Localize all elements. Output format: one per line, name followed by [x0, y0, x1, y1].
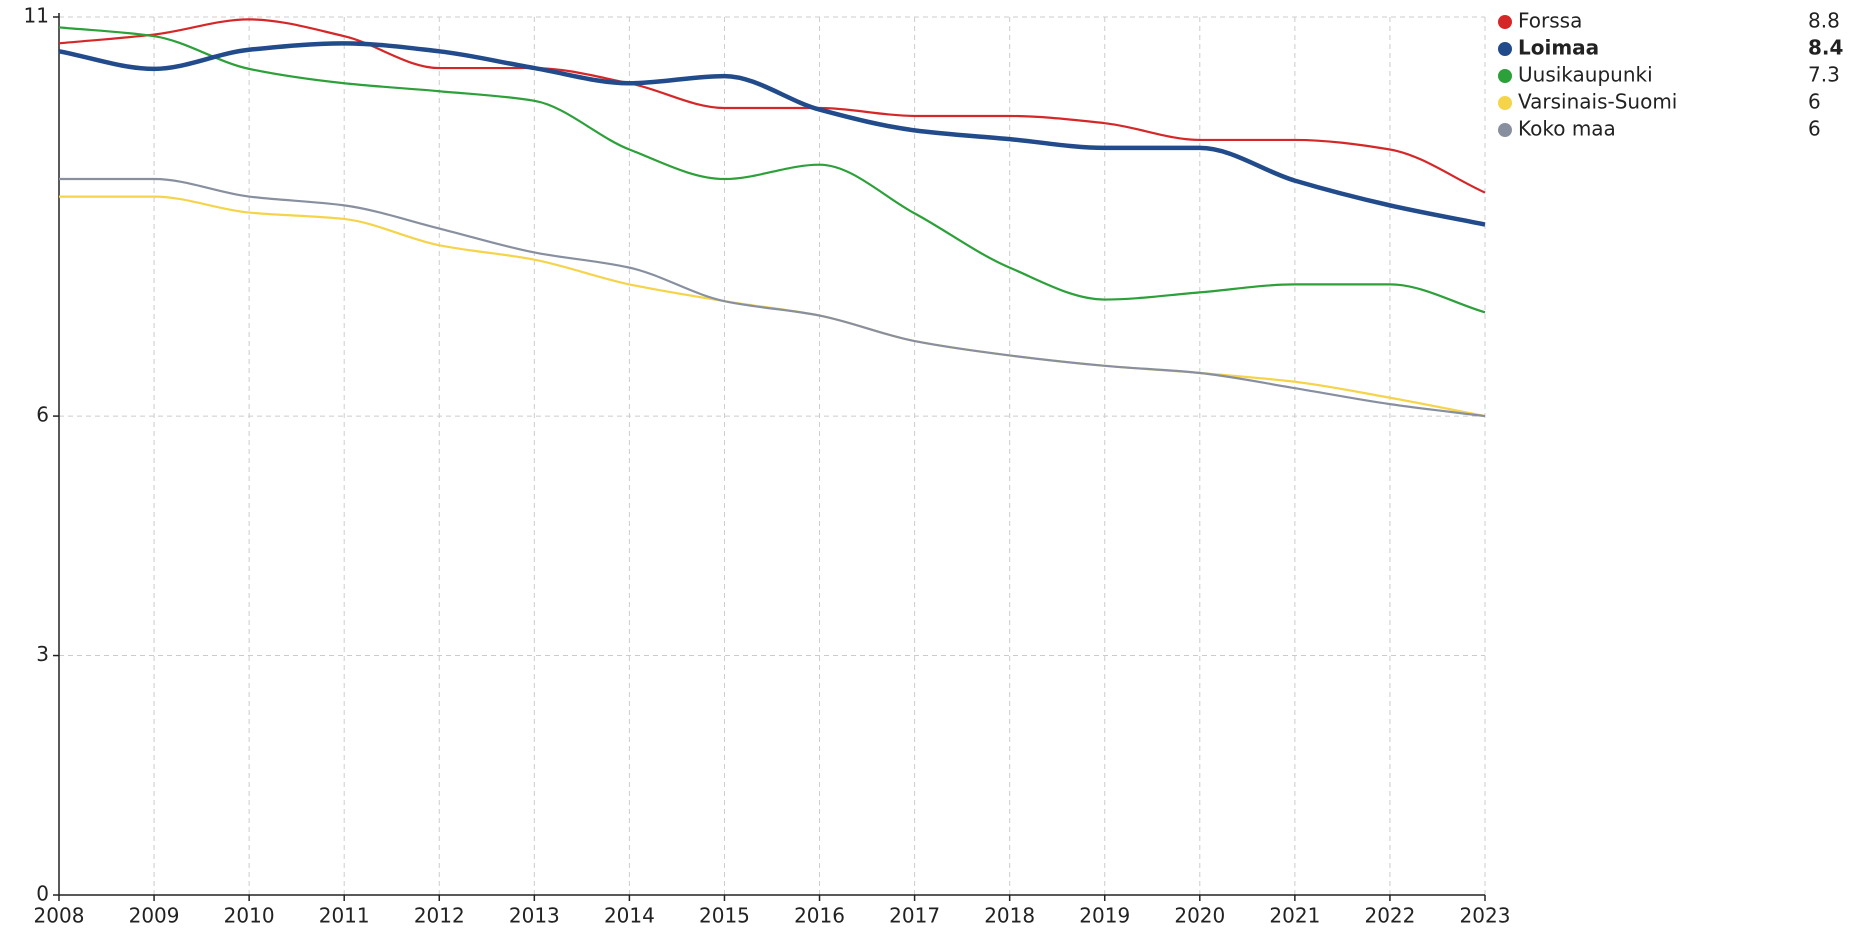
legend-label: Varsinais-Suomi	[1518, 90, 1677, 114]
x-tick-label: 2013	[509, 904, 560, 928]
legend-value: 8.8	[1808, 9, 1840, 33]
series-line	[58, 41, 1486, 227]
x-tick-label: 2017	[889, 904, 940, 928]
x-tick-label: 2021	[1269, 904, 1320, 928]
x-tick-label: 2009	[129, 904, 180, 928]
x-tick-label: 2010	[224, 904, 275, 928]
x-tick-label: 2012	[414, 904, 465, 928]
x-tick-label: 2015	[699, 904, 750, 928]
legend-swatch	[1498, 15, 1512, 29]
legend-value: 8.4	[1808, 36, 1843, 60]
y-tick-label: 6	[36, 403, 49, 427]
x-tick-label: 2018	[984, 904, 1035, 928]
series-line	[58, 177, 1486, 418]
y-tick-label: 11	[24, 4, 49, 28]
legend-value: 6	[1808, 90, 1821, 114]
legend-label: Uusikaupunki	[1518, 63, 1653, 87]
legend-swatch	[1498, 42, 1512, 56]
legend-swatch	[1498, 69, 1512, 83]
y-tick-label: 3	[36, 642, 49, 666]
legend-label: Koko maa	[1518, 117, 1616, 141]
x-tick-label: 2014	[604, 904, 655, 928]
legend-swatch	[1498, 123, 1512, 137]
legend-label: Loimaa	[1518, 36, 1599, 60]
legend-swatch	[1498, 96, 1512, 110]
x-tick-label: 2016	[794, 904, 845, 928]
x-tick-label: 2019	[1079, 904, 1130, 928]
x-tick-label: 2022	[1364, 904, 1415, 928]
series-line	[58, 26, 1486, 314]
legend-value: 6	[1808, 117, 1821, 141]
x-tick-label: 2011	[319, 904, 370, 928]
x-tick-label: 2008	[34, 904, 85, 928]
x-tick-label: 2023	[1460, 904, 1511, 928]
legend-label: Forssa	[1518, 9, 1582, 33]
y-tick-label: 0	[36, 882, 49, 906]
series-line	[58, 18, 1486, 194]
x-tick-label: 2020	[1174, 904, 1225, 928]
legend-value: 7.3	[1808, 63, 1840, 87]
